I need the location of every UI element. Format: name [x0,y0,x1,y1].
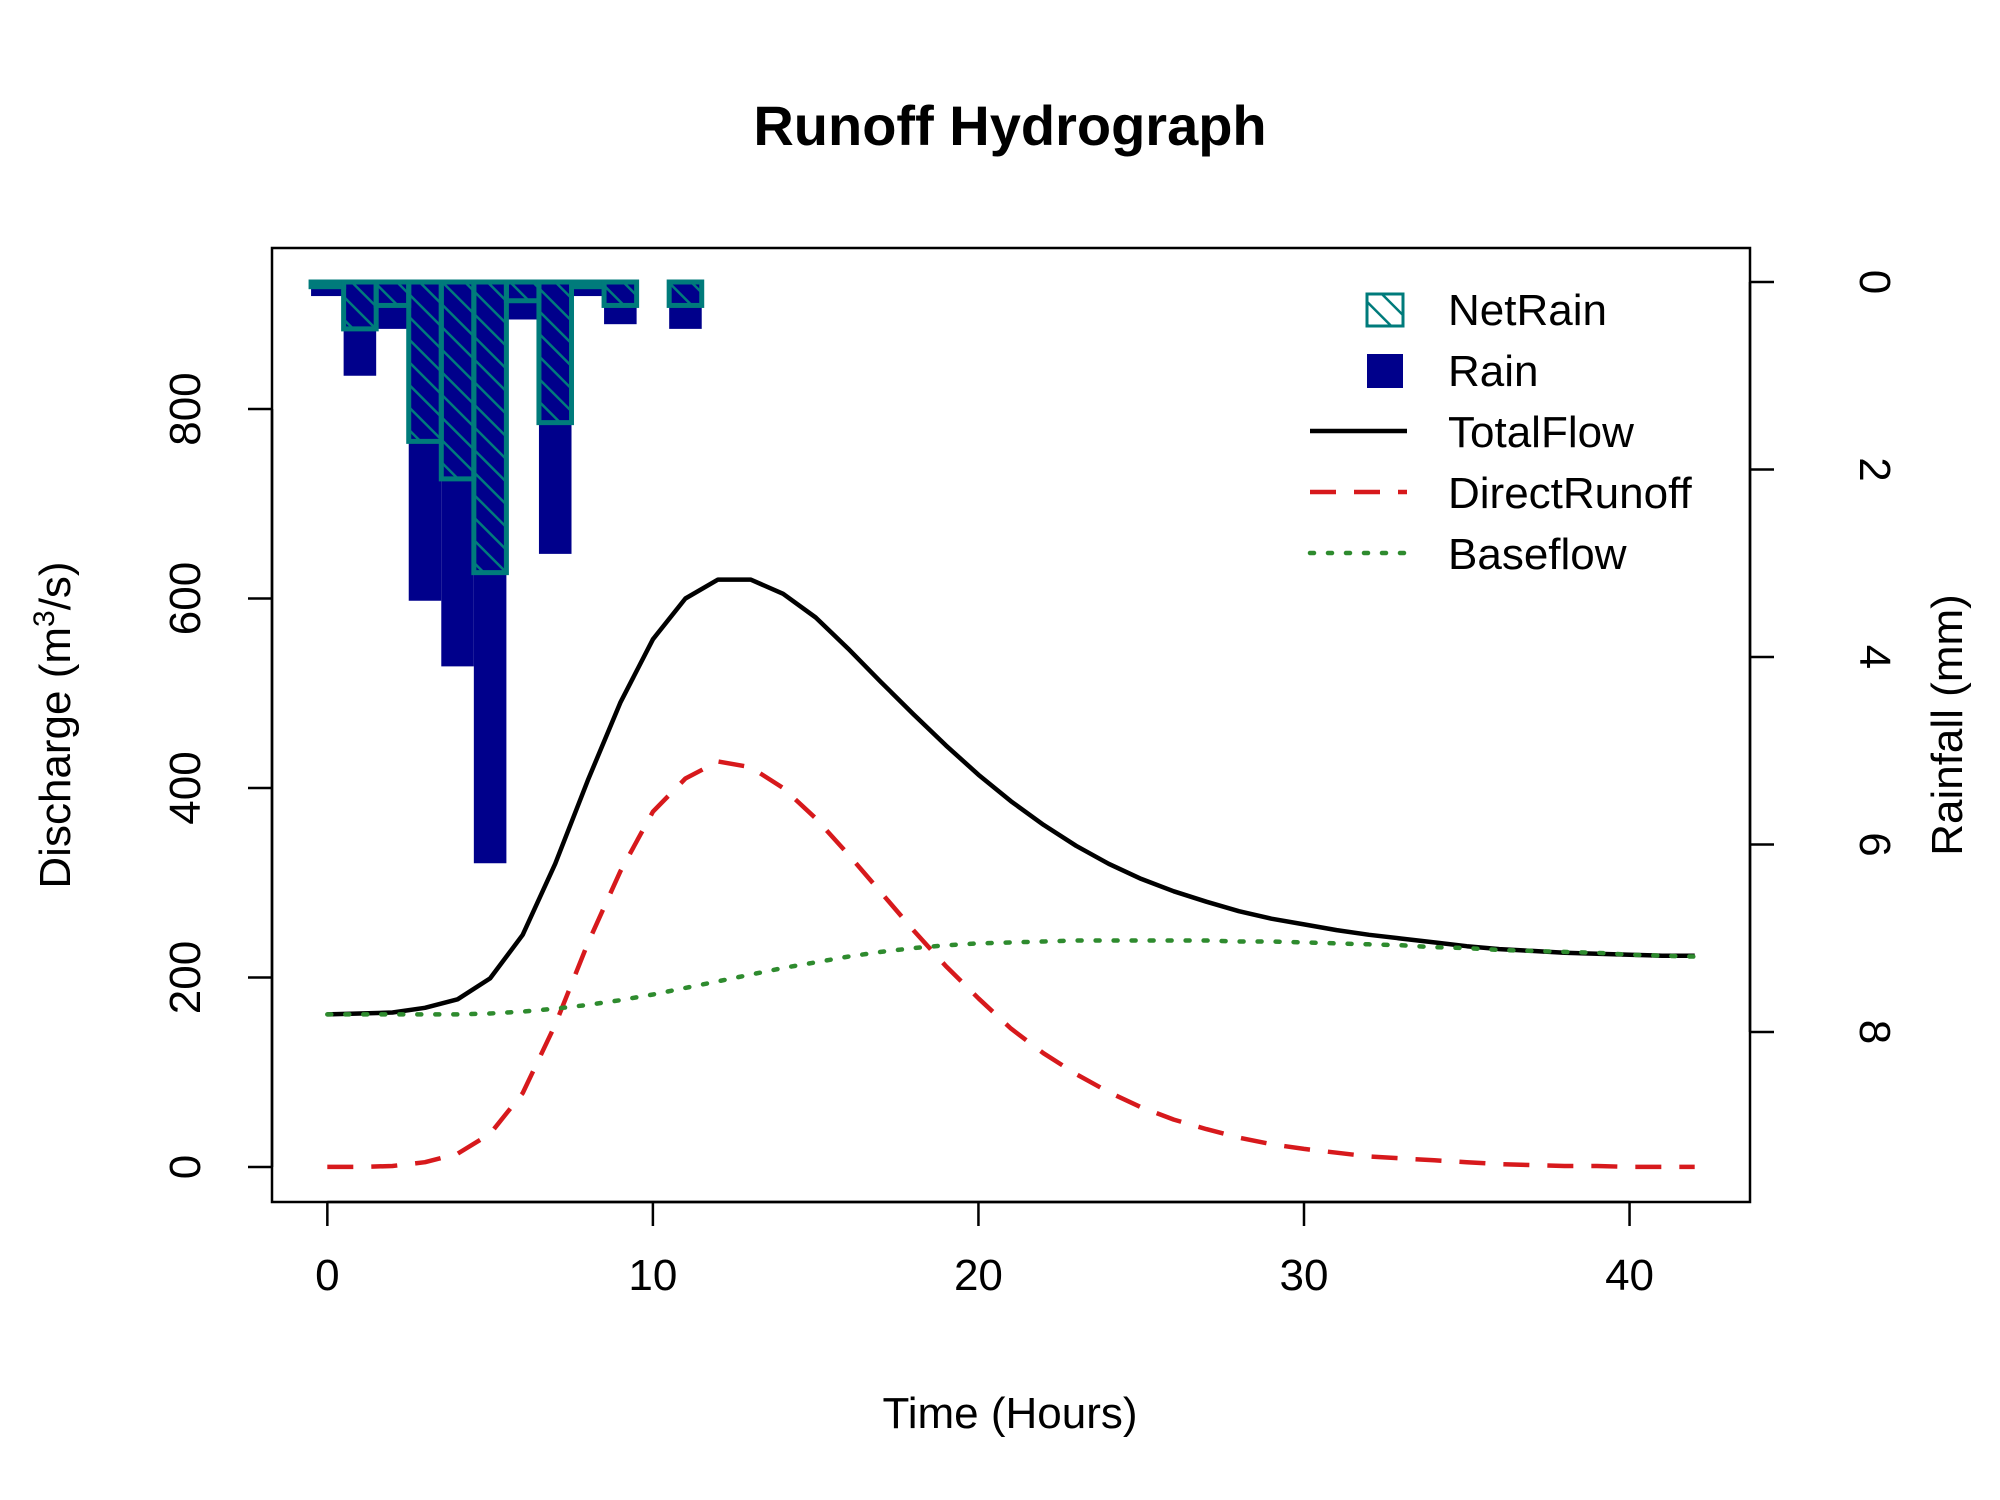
legend-item: TotalFlow [1310,408,1634,457]
legend-item: DirectRunoff [1310,469,1693,518]
y-axis-label-unit: /s) [31,561,80,610]
netrain-bar [341,279,379,332]
y2-axis-label: Rainfall (mm) [1923,594,1972,856]
x-tick-label: 20 [954,1251,1003,1300]
y2-tick-label: 6 [1850,832,1899,856]
legend-label: Baseflow [1448,530,1627,579]
y2-tick-label: 8 [1850,1020,1899,1044]
x-tick-label: 0 [315,1251,339,1300]
netrain-bar [536,279,575,426]
y-axis-label-main: Discharge (m [31,627,80,889]
legend-item: Baseflow [1307,530,1627,579]
netrain-bars [308,279,705,576]
netrain-bar [406,279,444,444]
netrain-bar [503,279,542,304]
y-axis-rainfall: 0 2 4 6 8 [1748,270,1899,1044]
x-axis-label: Time (Hours) [882,1389,1137,1438]
y-axis-label: Discharge (m3/s) [28,561,81,888]
netrain-bar [373,279,412,308]
legend: NetRain Rain TotalFlow DirectRunoff Baseflow [1307,286,1693,579]
y2-tick-label: 0 [1850,270,1899,294]
legend-label: NetRain [1448,286,1607,335]
x-axis: 0 10 20 30 40 [315,1200,1654,1300]
y-axis-discharge: 0 200 400 600 800 [161,372,274,1179]
y-tick-label: 200 [161,941,210,1014]
y-tick-label: 0 [161,1155,210,1179]
y2-tick-label: 4 [1850,645,1899,669]
x-tick-label: 30 [1280,1251,1329,1300]
y-axis-label-superscript: 3 [28,610,61,627]
y-tick-label: 400 [161,751,210,824]
legend-swatch-hatched [1365,292,1405,328]
legend-item: NetRain [1365,286,1607,335]
series-line-directrunoff [327,759,1695,1170]
legend-swatch-filled [1367,354,1403,388]
legend-label: TotalFlow [1448,408,1634,457]
netrain-bar [308,279,347,290]
series-line-baseflow [325,938,1697,1017]
y-tick-label: 800 [161,372,210,445]
legend-label: DirectRunoff [1448,469,1693,518]
series-line-totalflow [327,577,1695,1017]
netrain-bar [471,279,509,576]
series-lines [325,577,1697,1170]
x-tick-label: 10 [628,1251,677,1300]
legend-item: Rain [1367,347,1539,396]
y-tick-label: 600 [161,562,210,635]
y2-tick-label: 2 [1850,457,1899,481]
x-tick-label: 40 [1605,1251,1654,1300]
netrain-bar [438,279,477,482]
netrain-bar [601,279,640,308]
netrain-bar [666,279,705,308]
legend-label: Rain [1448,347,1539,396]
netrain-bar [569,279,607,290]
chart-title: Runoff Hydrograph [753,94,1266,157]
